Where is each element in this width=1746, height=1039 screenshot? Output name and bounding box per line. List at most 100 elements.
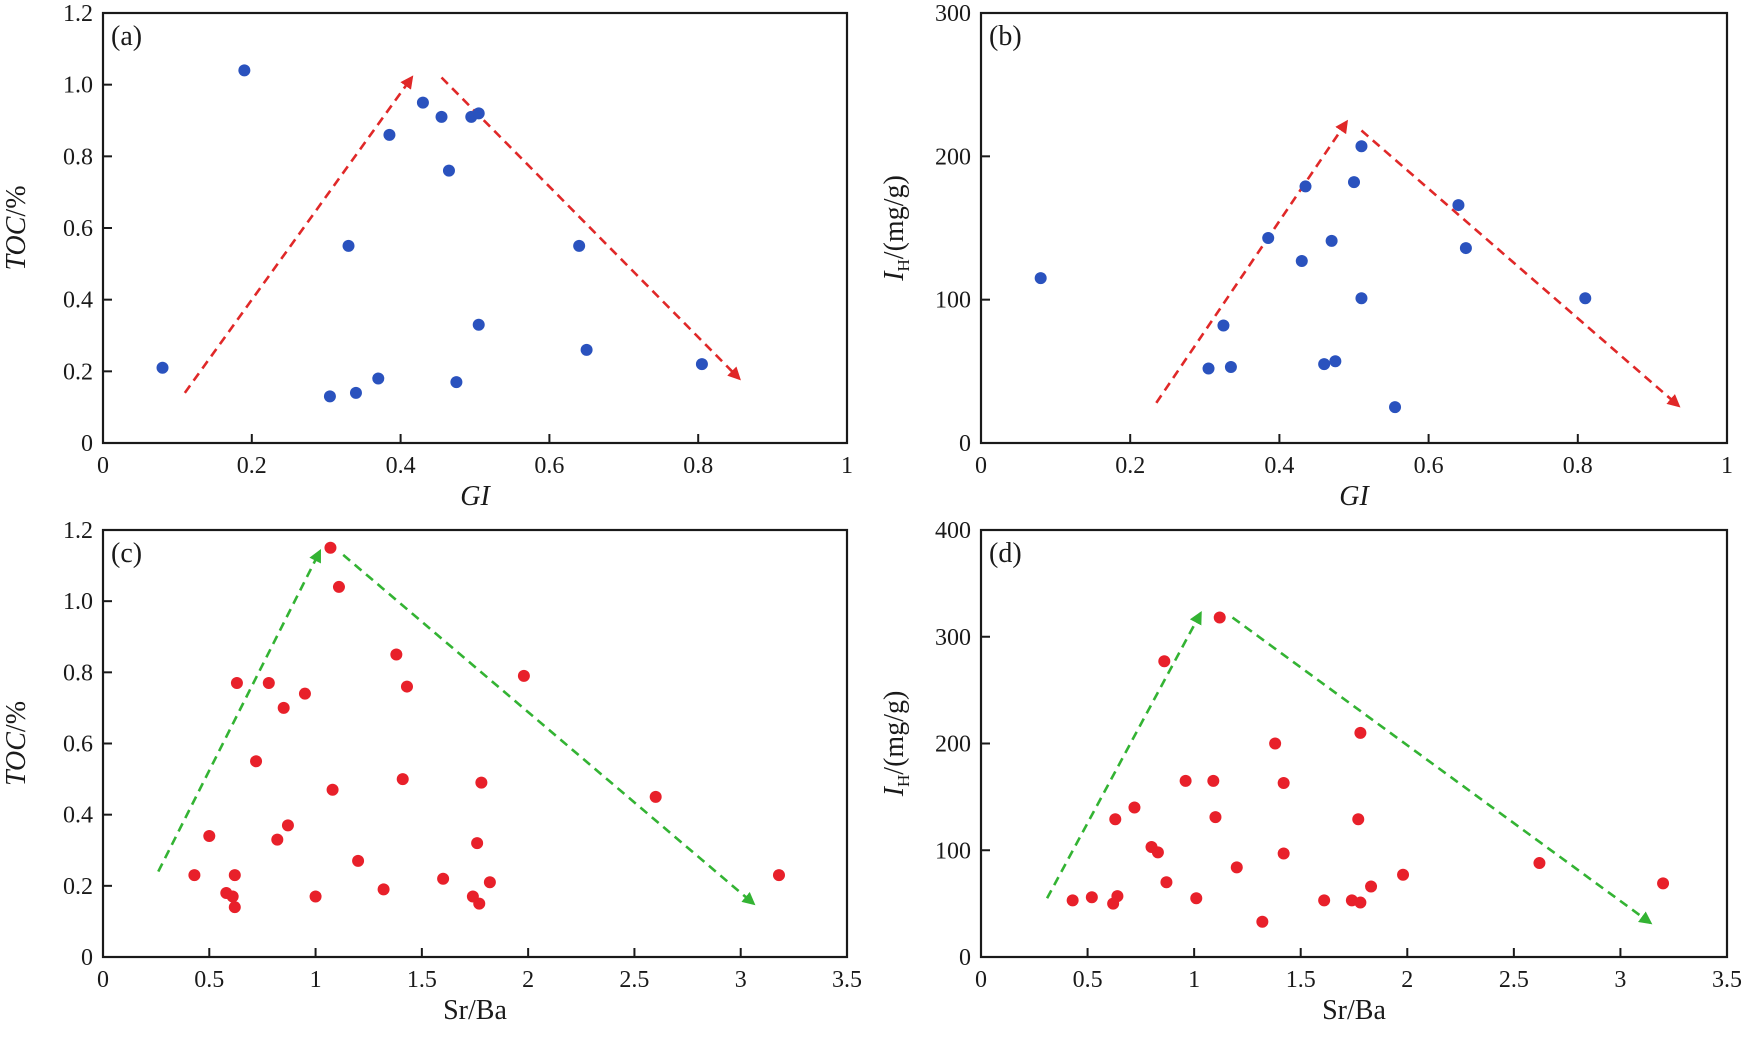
data-point-d-23 [1352,813,1365,826]
y-axis-label-a: TOC/% [1,185,32,270]
y-axis-label-unit-b: /(mg/g) [879,175,910,259]
data-point-d-28 [1657,877,1670,890]
y-axis-label-sub-d: H [894,775,913,787]
y-tick-label-c-6: 1.2 [63,518,93,544]
x-tick-label-c-1: 0.5 [194,967,224,993]
data-point-b-4 [1262,232,1275,245]
x-tick-label-c-5: 2.5 [619,967,649,993]
trend-arrow-d-1 [1231,616,1653,925]
x-tick-label-d-4: 2 [1401,967,1413,993]
data-point-d-9 [1160,876,1173,889]
data-point-b-12 [1355,140,1368,153]
data-point-d-14 [1213,611,1226,624]
data-point-a-3 [342,239,355,252]
panel-label-a: (a) [111,21,142,52]
data-point-c-24 [471,837,484,850]
panel-label-c: (c) [111,538,142,569]
data-point-a-6 [383,128,396,141]
y-tick-label-a-5: 1.0 [63,73,93,99]
data-point-c-3 [226,890,239,903]
trend-arrow-d-0 [1045,610,1202,899]
y-tick-label-d-3: 300 [935,625,971,651]
y-axis-label-b: IH/(mg/g) [879,175,913,282]
data-point-c-4 [228,869,241,882]
data-point-d-0 [1066,894,1079,907]
y-axis-label-d: IH/(mg/g) [879,691,913,798]
data-point-d-25 [1365,880,1378,893]
data-point-d-26 [1397,868,1410,881]
y-axis-label-main-b: I [879,270,910,282]
data-point-c-30 [772,869,785,882]
trend-arrow-b-1 [1360,129,1681,408]
x-tick-label-a-1: 0.2 [237,453,267,479]
x-tick-label-c-0: 0 [97,967,109,993]
data-point-d-10 [1179,774,1192,787]
data-point-d-27 [1533,857,1546,870]
x-tick-label-d-1: 0.5 [1073,967,1103,993]
y-tick-label-d-2: 200 [935,732,971,758]
y-tick-label-a-6: 1.2 [63,1,93,27]
y-axis-label-unit-d: /(mg/g) [879,691,910,775]
x-tick-label-d-6: 3 [1614,967,1626,993]
data-point-a-13 [472,318,485,331]
y-tick-label-c-3: 0.6 [63,732,93,758]
x-axis-label-a: GI [460,481,491,512]
data-point-c-19 [390,648,403,661]
y-axis-label-unit-c: /% [1,701,32,732]
data-point-c-10 [277,701,290,714]
data-point-a-5 [372,372,385,385]
data-point-d-24 [1354,726,1367,739]
data-point-b-14 [1452,199,1465,212]
data-point-c-28 [517,669,530,682]
data-point-d-22 [1354,896,1367,909]
y-tick-label-b-2: 200 [935,144,971,170]
data-point-c-16 [332,580,345,593]
trend-arrow-a-1 [440,76,741,381]
panel-d: 0 0.5 1 1.5 2 2.5 3 3.5 0 100 200 300 400 Sr/Ba IH/(mg… [879,518,1742,1026]
data-point-b-0 [1034,272,1047,285]
data-point-a-8 [435,110,448,123]
x-tick-label-c-4: 2 [522,967,534,993]
data-point-d-20 [1318,894,1331,907]
panel-label-b: (b) [989,21,1022,52]
x-tick-label-d-5: 2.5 [1499,967,1529,993]
y-tick-label-a-1: 0.2 [63,359,93,385]
trend-arrow-c-1 [342,553,756,906]
x-tick-label-d-3: 1.5 [1286,967,1316,993]
data-point-d-12 [1207,774,1220,787]
y-tick-label-c-5: 1.0 [63,589,93,615]
x-tick-label-a-0: 0 [97,453,109,479]
x-tick-label-c-2: 1 [310,967,322,993]
y-tick-label-b-0: 0 [959,431,971,457]
data-point-c-13 [309,890,322,903]
data-point-b-11 [1355,292,1368,305]
data-point-c-8 [262,677,275,690]
data-point-a-15 [580,343,593,356]
data-point-d-5 [1128,801,1141,814]
y-tick-label-a-0: 0 [81,431,93,457]
plot-frame-a [101,11,849,445]
data-point-d-4 [1111,890,1124,903]
y-tick-label-c-4: 0.8 [63,660,93,686]
panel-a: 0 0.2 0.4 0.6 0.8 1 0 0.2 0.4 0.6 0.8 1.0 1.2 GI TOC/%… [1,1,853,512]
data-point-c-6 [230,677,243,690]
x-tick-label-a-5: 1 [841,453,853,479]
panel-b: 0 0.2 0.4 0.6 0.8 1 0 100 200 300 GI IH/(mg/g) (b) [879,1,1733,512]
y-tick-label-d-4: 400 [935,518,971,544]
data-point-b-3 [1224,361,1237,374]
x-axis-label-d: Sr/Ba [1322,995,1386,1026]
data-point-a-2 [323,390,336,403]
y-axis-label-c: TOC/% [1,701,32,786]
y-axis-label-main-a: TOC [1,216,32,270]
data-point-c-27 [483,876,496,889]
y-tick-label-c-1: 0.2 [63,874,93,900]
data-point-b-10 [1348,176,1360,189]
x-tick-label-b-3: 0.6 [1414,453,1444,479]
y-tick-label-b-3: 300 [935,1,971,27]
data-point-d-1 [1085,891,1098,904]
data-point-a-16 [695,358,708,371]
data-point-c-18 [377,883,390,896]
data-point-d-15 [1230,861,1243,874]
data-point-d-17 [1269,737,1282,750]
